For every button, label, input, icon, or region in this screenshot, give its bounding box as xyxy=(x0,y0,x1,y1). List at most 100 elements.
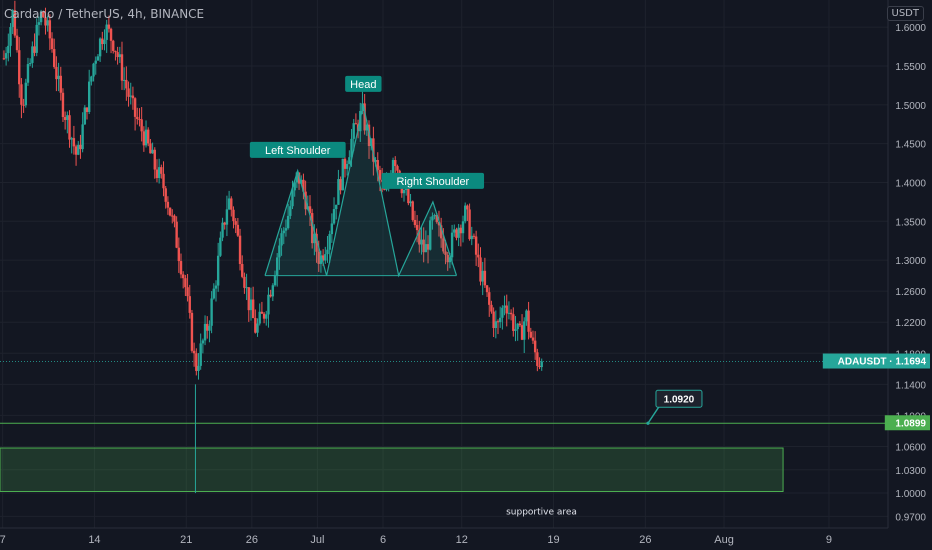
pattern-label-text: Head xyxy=(350,79,376,91)
y-tick-label: 1.5000 xyxy=(895,101,926,112)
candle-body xyxy=(529,331,532,338)
x-tick-label: 26 xyxy=(639,534,651,546)
candle-body xyxy=(210,298,213,326)
y-tick-label: 0.9700 xyxy=(895,512,926,523)
x-tick-label: 26 xyxy=(246,534,258,546)
candle xyxy=(114,50,117,61)
candle xyxy=(28,58,32,67)
candle-body xyxy=(260,311,264,314)
candle-body xyxy=(324,254,327,261)
candle-body xyxy=(258,311,261,324)
candle xyxy=(140,107,143,142)
candle xyxy=(131,86,135,110)
candle-body xyxy=(464,205,467,222)
x-tick-label: 7 xyxy=(0,534,6,546)
candle xyxy=(490,300,493,314)
candle xyxy=(402,188,406,202)
candle xyxy=(339,176,342,195)
candle-body xyxy=(514,329,517,331)
candle-body xyxy=(310,213,314,244)
candle xyxy=(216,242,220,292)
candle xyxy=(348,150,351,165)
candle xyxy=(85,107,89,120)
price-tag-box xyxy=(822,353,930,369)
candle xyxy=(236,217,240,237)
x-tick-label: Aug xyxy=(714,534,734,546)
candle xyxy=(415,215,419,243)
grid xyxy=(0,0,888,528)
support-zone xyxy=(0,447,784,493)
candle-body xyxy=(479,257,482,282)
candle-body xyxy=(243,276,246,288)
candle xyxy=(61,88,65,123)
price-callout: 1.0920 xyxy=(646,389,703,425)
candle xyxy=(269,289,272,298)
candle-body xyxy=(96,56,100,61)
candle-body xyxy=(94,60,97,64)
candle xyxy=(444,240,447,265)
callout-text: 1.0920 xyxy=(664,394,695,405)
candle-body xyxy=(420,239,423,245)
candle-body xyxy=(280,233,283,246)
candle-body xyxy=(249,299,253,311)
candle-body xyxy=(59,75,62,93)
candle xyxy=(466,204,469,221)
candle xyxy=(87,69,91,115)
candle xyxy=(81,112,84,153)
candle-body xyxy=(433,214,436,217)
candle-body xyxy=(24,82,27,106)
candle-body xyxy=(87,81,91,112)
candle xyxy=(308,195,312,227)
candle xyxy=(151,142,154,154)
candle xyxy=(512,307,515,337)
candle xyxy=(262,311,266,324)
candle-body xyxy=(190,312,194,351)
candle xyxy=(171,209,174,224)
candle xyxy=(302,173,305,200)
candle xyxy=(208,320,211,343)
y-tick-label: 1.2600 xyxy=(895,287,926,298)
x-tick-label: 12 xyxy=(456,534,468,546)
candle xyxy=(177,237,181,273)
candle xyxy=(258,303,261,326)
candle xyxy=(210,291,213,334)
y-tick-label: 1.2200 xyxy=(895,318,926,329)
x-tick-label: Jul xyxy=(310,534,324,546)
candle-body xyxy=(118,54,121,58)
candle xyxy=(107,15,111,33)
candle-body xyxy=(15,35,19,51)
candle xyxy=(409,193,412,207)
candle xyxy=(243,272,246,294)
candle xyxy=(501,305,504,330)
candle xyxy=(538,357,541,370)
candle-body xyxy=(444,251,447,255)
candle-body xyxy=(48,20,52,39)
candle-body xyxy=(166,201,170,208)
currency-badge[interactable]: USDT xyxy=(886,6,924,21)
candle xyxy=(120,41,124,90)
candle-body xyxy=(181,274,185,279)
candle-body xyxy=(37,22,41,25)
candle-body xyxy=(168,207,172,216)
candle xyxy=(503,295,506,316)
candle-body xyxy=(28,62,32,65)
candle xyxy=(24,78,27,108)
candle xyxy=(455,227,458,241)
candle xyxy=(234,218,237,234)
candle xyxy=(483,257,487,288)
candle-body xyxy=(254,318,257,333)
candle xyxy=(341,158,344,191)
candle xyxy=(284,219,288,237)
candle-body xyxy=(57,75,60,80)
candle xyxy=(201,338,205,354)
candle xyxy=(468,203,471,241)
candle-body xyxy=(136,116,139,120)
candle-body xyxy=(520,325,524,340)
candle-body xyxy=(177,247,181,262)
candle-body xyxy=(536,352,539,366)
candle-body xyxy=(291,190,294,207)
candle xyxy=(9,23,12,57)
candle-body xyxy=(289,206,292,216)
pattern-fill xyxy=(265,104,457,276)
